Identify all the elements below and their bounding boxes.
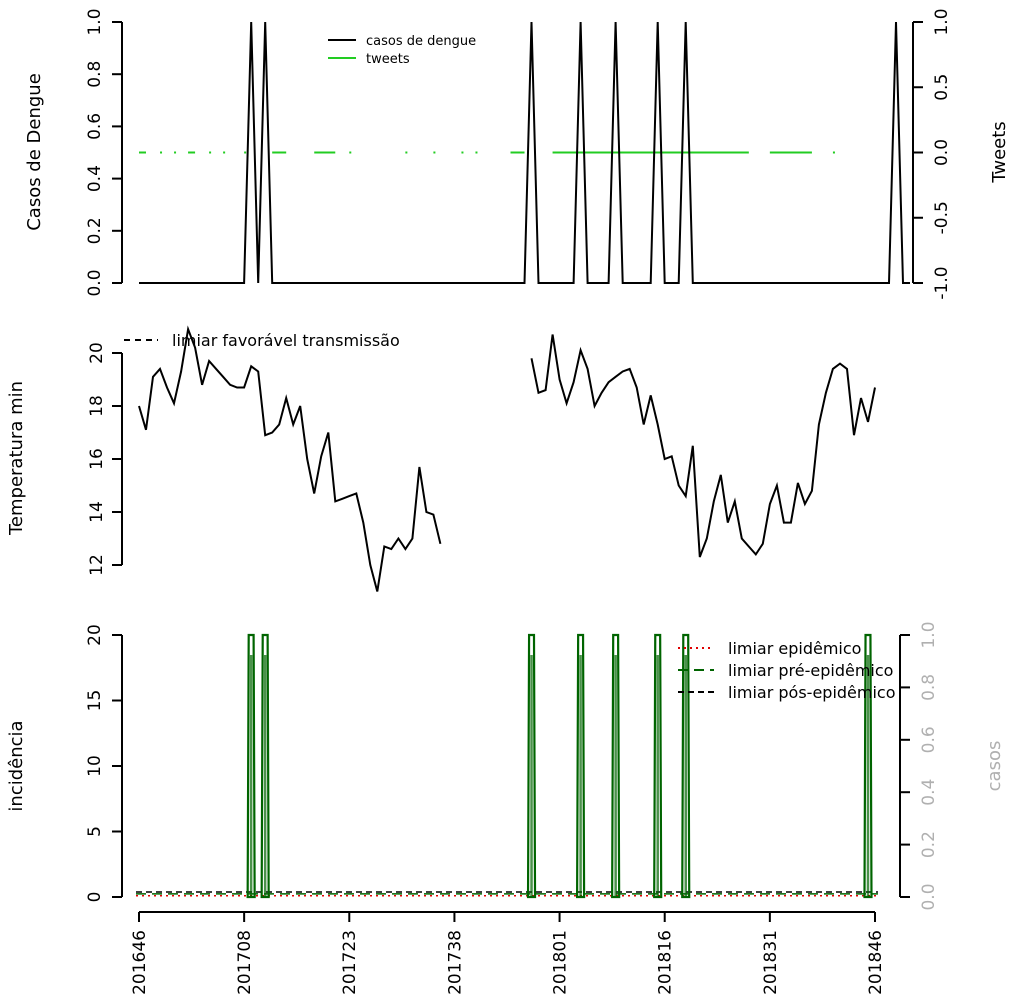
threshold-lines	[136, 891, 878, 897]
panel-incidencia: 0 5 10 15 20 0.0 0.2 0.4 0.6 0.8 1.0 incidência c…	[6, 621, 1005, 994]
legend-bottom: limiar epidêmico limiar pré-epidêmico li…	[678, 639, 896, 702]
legend-label-limiar-transmissao: limiar favorável transmissão	[172, 331, 400, 350]
tick-label: -1.0	[932, 266, 952, 299]
tick-label: 0.4	[85, 165, 105, 192]
legend-middle: limiar favorável transmissão	[124, 331, 400, 350]
tick-label: 0.8	[85, 61, 105, 88]
panel-dengue-tweets: 0.0 0.2 0.4 0.6 0.8 1.0 -1.0 -0.5 0.0 0.5 1.0 Cas…	[24, 8, 1010, 299]
legend-label-casos: casos de dengue	[366, 34, 476, 49]
tick-label: 0.2	[85, 217, 105, 244]
tick-label: 0.2	[919, 831, 939, 858]
tick-label: 18	[87, 395, 107, 417]
tick-label: 0.5	[932, 74, 952, 101]
tick-label: 1.0	[919, 621, 939, 648]
legend-label-limiar-epidemico: limiar epidêmico	[728, 639, 861, 658]
y-axis-casos-dengue: 0.0 0.2 0.4 0.6 0.8 1.0	[85, 8, 123, 297]
legend-label-limiar-pre-epidemico: limiar pré-epidêmico	[728, 661, 893, 680]
y-label-temperatura: Temperatura min	[6, 381, 27, 536]
tick-label: 1.0	[85, 8, 105, 35]
x-axis-semana: 201646 201708 201723 201738 201801 201816 2018…	[130, 911, 886, 995]
x-tick-label: 201831	[761, 930, 781, 995]
tick-label: 0.4	[919, 779, 939, 806]
y-label-casos-dengue: Casos de Dengue	[24, 73, 45, 231]
series-temperatura-2017	[138, 325, 442, 592]
legend-top: casos de dengue tweets	[328, 34, 476, 67]
series-temperatura-2018	[530, 334, 876, 558]
tick-label: 15	[85, 690, 105, 712]
tick-label: 20	[85, 624, 105, 646]
x-tick-label: 201708	[235, 930, 255, 995]
y-axis-incidencia: 0 5 10 15 20	[85, 624, 123, 903]
tick-label: 12	[87, 554, 107, 576]
y-label-tweets: Tweets	[989, 121, 1010, 183]
x-tick-label: 201723	[340, 930, 360, 995]
tick-label: 20	[87, 342, 107, 364]
y-label-casos: casos	[984, 741, 1005, 792]
tick-label: 0.0	[85, 269, 105, 296]
y-axis-casos: 0.0 0.2 0.4 0.6 0.8 1.0	[899, 621, 939, 911]
tick-label: 0.8	[919, 674, 939, 701]
tick-label: 16	[87, 448, 107, 470]
tick-label: -0.5	[932, 201, 952, 234]
x-tick-label: 201646	[130, 930, 150, 995]
tick-label: 10	[85, 755, 105, 777]
x-tick-label: 201816	[656, 930, 676, 995]
series-casos-dengue	[139, 21, 910, 284]
series-incidencia	[246, 633, 873, 899]
tick-label: 14	[87, 501, 107, 523]
tick-label: 0.6	[919, 726, 939, 753]
x-tick-label: 201801	[551, 930, 571, 995]
tick-label: 0.0	[919, 883, 939, 910]
tick-label: 0.0	[932, 139, 952, 166]
y-axis-temperatura: 12 14 16 18 20	[87, 342, 123, 576]
y-label-incidencia: incidência	[6, 720, 27, 811]
y-axis-tweets: -1.0 -0.5 0.0 0.5 1.0	[912, 8, 952, 300]
x-tick-label: 201738	[445, 930, 465, 995]
legend-label-tweets: tweets	[366, 52, 410, 67]
tick-label: 0.6	[85, 113, 105, 140]
legend-label-limiar-pos-epidemico: limiar pós-epidêmico	[728, 683, 896, 702]
panel-temperatura: 12 14 16 18 20 Temperatura min limiar favorá…	[6, 325, 876, 592]
tick-label: 5	[85, 826, 105, 837]
x-tick-label: 201846	[866, 930, 886, 995]
tick-label: 1.0	[932, 8, 952, 35]
tick-label: 0	[85, 892, 105, 903]
